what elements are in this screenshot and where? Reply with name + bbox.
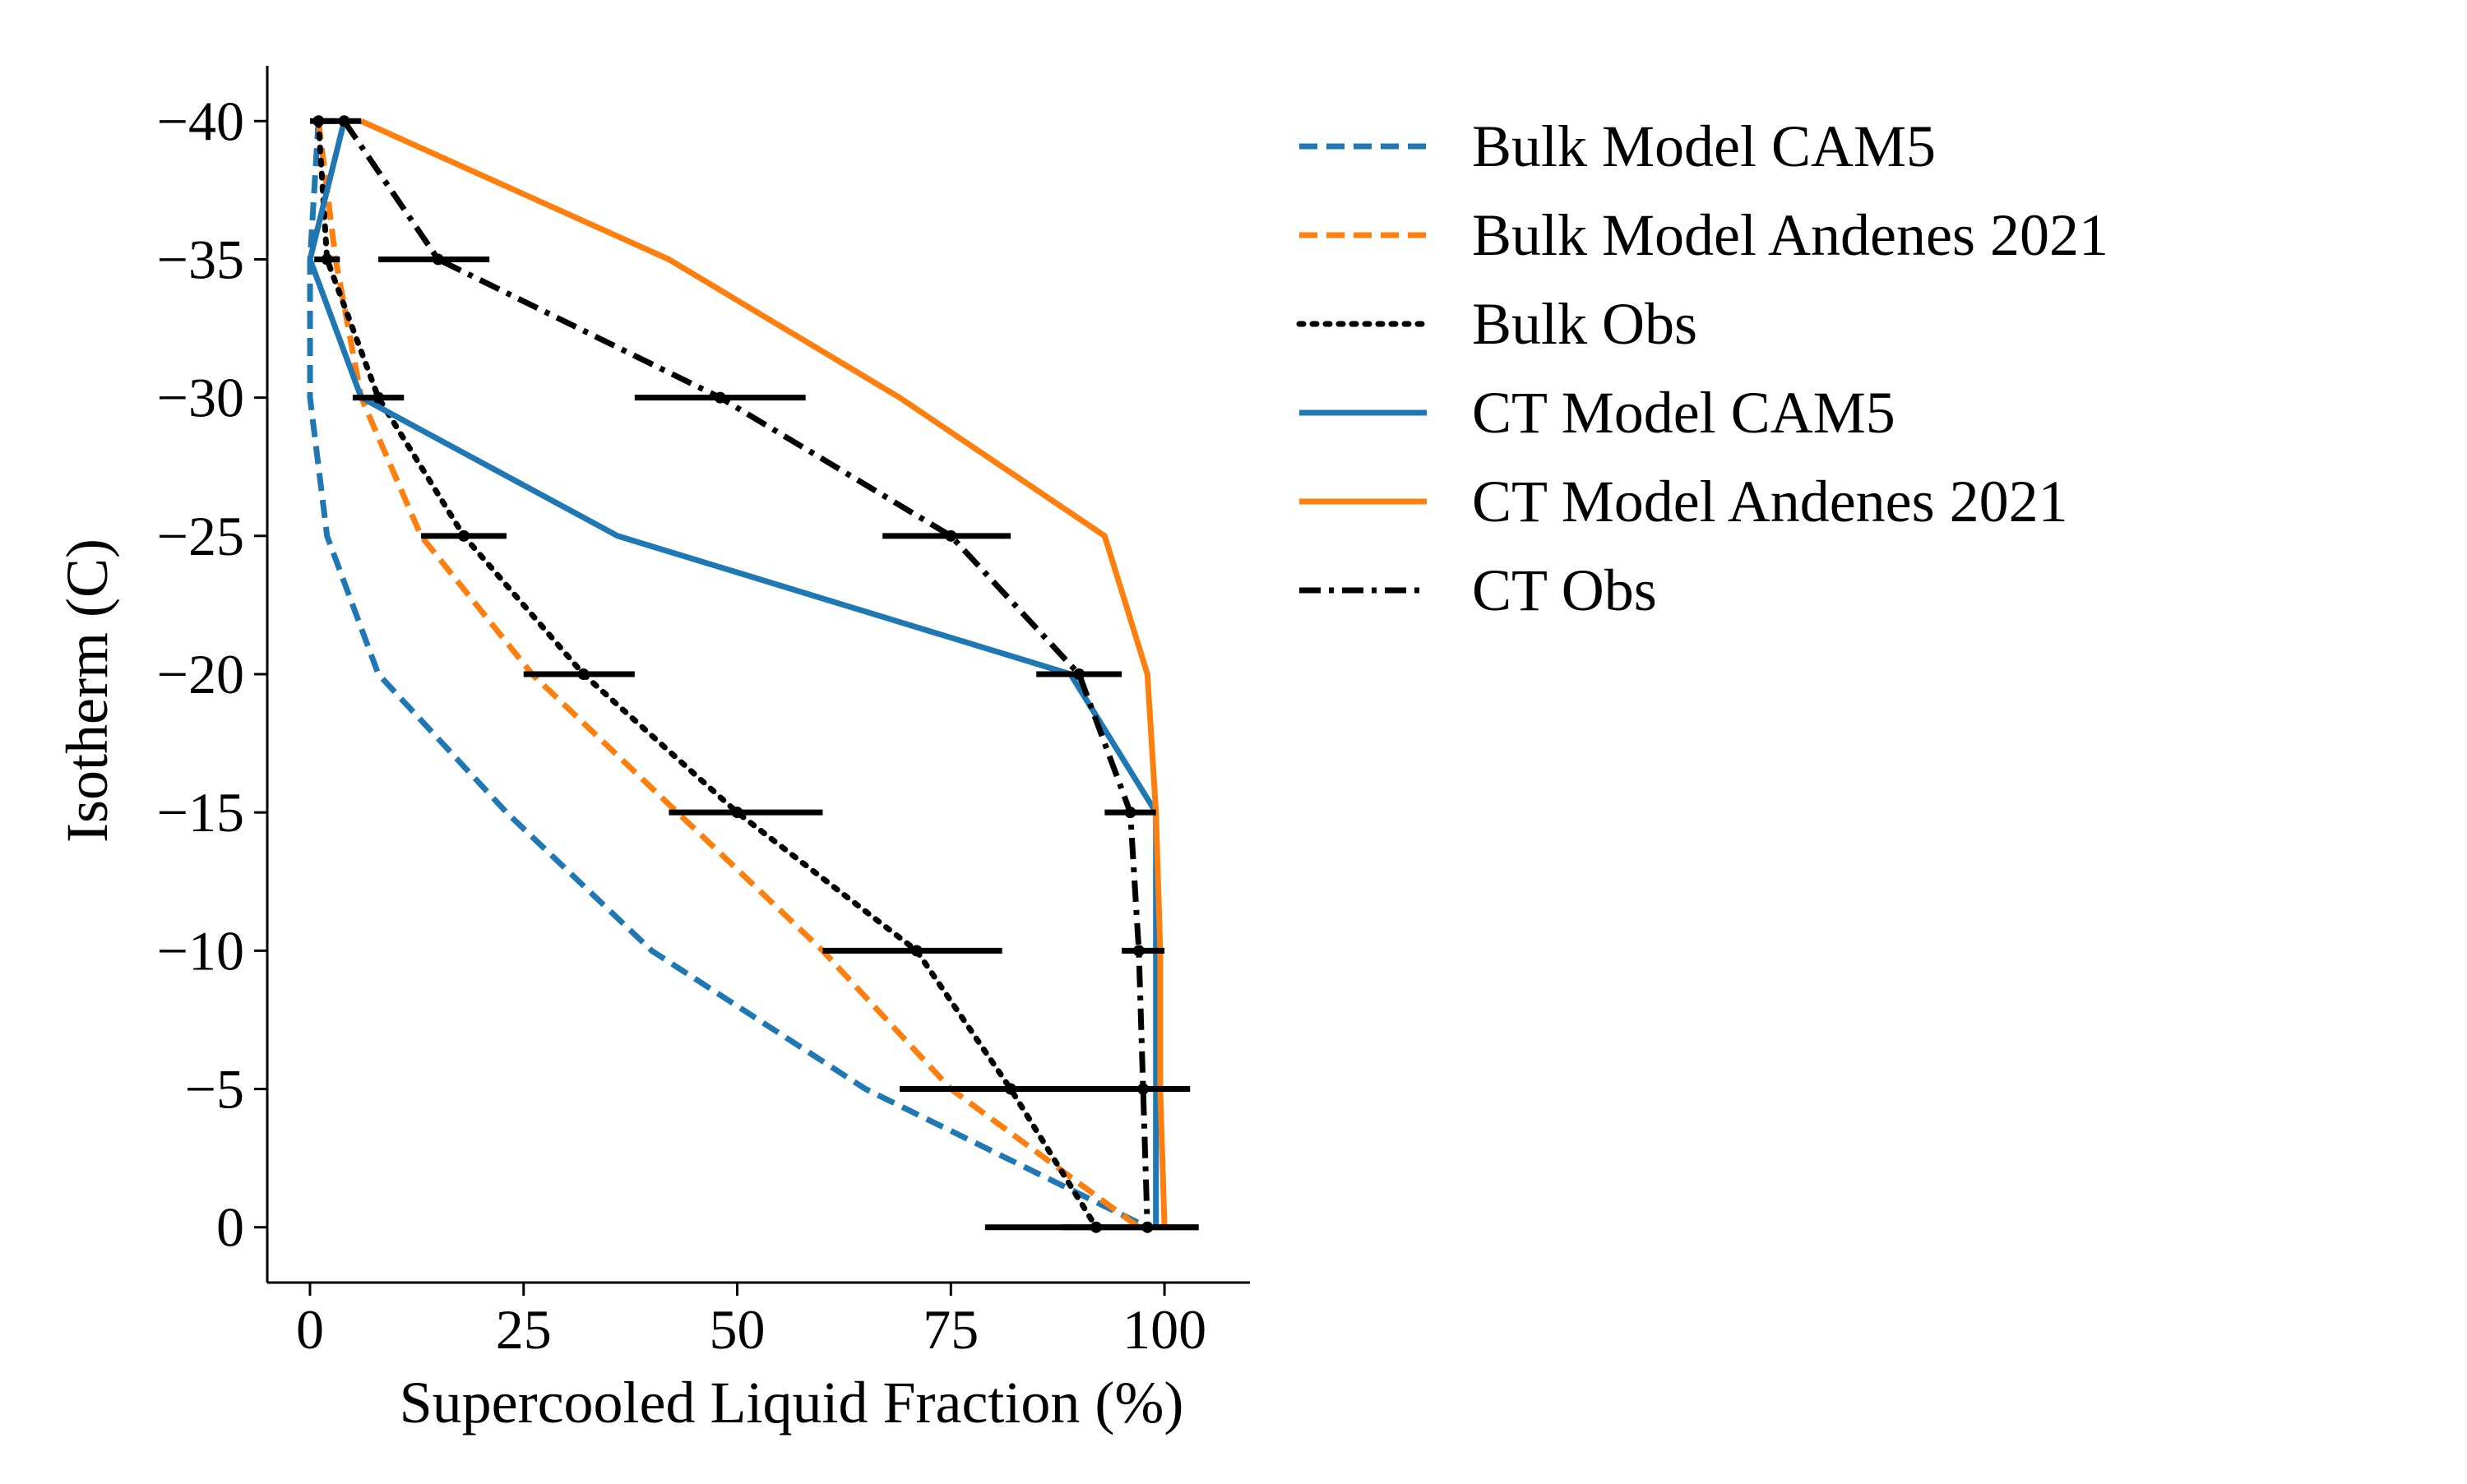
legend: Bulk Model CAM5 Bulk Model Andenes 2021 Bu… (1296, 113, 2108, 623)
series-line-5 (359, 118, 1168, 1227)
error-bar-point-5 (577, 668, 590, 680)
error-bar-point-18 (1141, 1221, 1154, 1233)
error-bar-point-2 (321, 253, 333, 266)
error-bar-point-14 (1073, 668, 1085, 680)
series-line-2 (315, 120, 1141, 1230)
error-bar-point-12 (714, 391, 726, 404)
legend-label-6: CT Obs (1472, 557, 1657, 623)
legend-label-5: CT Model Andenes 2021 (1472, 469, 2068, 534)
y-tick-label-2: −35 (157, 228, 244, 290)
y-tick-label-1: −40 (157, 90, 244, 152)
plot-area (307, 115, 1199, 1233)
series-line-6 (341, 119, 1150, 1227)
error-bar-point-11 (432, 253, 444, 266)
error-bar-point-7 (910, 945, 923, 957)
y-tick-label-5: −20 (157, 643, 244, 705)
x-tick-label-2: 25 (496, 1298, 552, 1361)
error-bar-point-13 (945, 529, 957, 542)
x-tick-label-1: 0 (296, 1298, 324, 1361)
axes: 0 25 50 75 100 −40 −35 −30 −25 −20 −15 −10 −5 0 (157, 66, 1250, 1361)
error-bar-point-6 (731, 807, 743, 819)
error-bar-point-8 (1005, 1083, 1017, 1095)
series-line-1 (307, 121, 1149, 1230)
y-tick-label-8: −5 (185, 1058, 244, 1121)
legend-label-2: Bulk Model Andenes 2021 (1472, 202, 2108, 268)
x-tick-label-5: 100 (1122, 1298, 1206, 1361)
y-tick-label-7: −10 (157, 919, 244, 982)
x-tick-label-3: 50 (710, 1298, 766, 1361)
legend-label-3: Bulk Obs (1472, 291, 1697, 357)
y-tick-label-6: −15 (157, 781, 244, 844)
error-bar-point-15 (1124, 807, 1136, 819)
x-axis-title: Supercooled Liquid Fraction (%) (400, 1370, 1184, 1435)
legend-label-1: Bulk Model CAM5 (1472, 113, 1936, 179)
error-bar-point-4 (458, 529, 470, 542)
y-tick-label-3: −30 (157, 367, 244, 429)
y-tick-label-9: 0 (216, 1196, 244, 1259)
series-line-3 (315, 118, 1099, 1231)
series-line-4 (307, 120, 1159, 1227)
error-bar-point-16 (1132, 945, 1145, 957)
y-tick-label-4: −25 (157, 505, 244, 567)
y-axis-title: Isotherm (C) (54, 539, 120, 843)
x-tick-label-4: 75 (923, 1298, 979, 1361)
error-bar-point-3 (373, 391, 385, 404)
legend-label-4: CT Model CAM5 (1472, 380, 1895, 446)
error-bar-point-17 (1137, 1083, 1150, 1095)
error-bar-point-10 (338, 115, 350, 127)
